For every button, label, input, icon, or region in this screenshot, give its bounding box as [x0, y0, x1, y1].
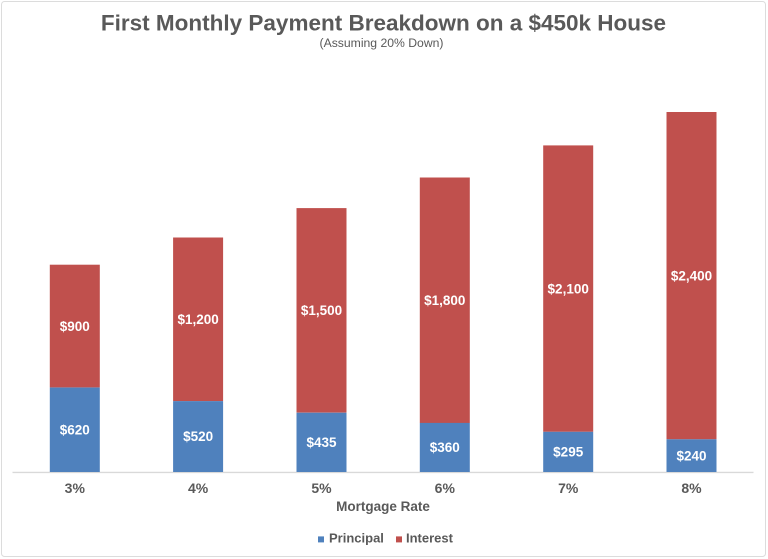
svg-text:$435: $435	[306, 435, 337, 450]
svg-text:(Assuming 20% Down): (Assuming 20% Down)	[320, 36, 444, 50]
svg-text:$360: $360	[430, 440, 460, 455]
svg-text:$295: $295	[553, 445, 584, 460]
svg-text:6%: 6%	[435, 480, 456, 496]
svg-text:$1,800: $1,800	[424, 293, 465, 308]
svg-text:Principal: Principal	[329, 531, 384, 546]
svg-text:$1,200: $1,200	[177, 312, 218, 327]
svg-text:8%: 8%	[681, 480, 702, 496]
svg-text:3%: 3%	[65, 480, 86, 496]
svg-text:Mortgage Rate: Mortgage Rate	[336, 499, 430, 514]
svg-text:$900: $900	[60, 319, 90, 334]
svg-text:$620: $620	[60, 422, 90, 437]
svg-text:$1,500: $1,500	[301, 303, 342, 318]
svg-text:4%: 4%	[188, 480, 209, 496]
svg-text:Interest: Interest	[406, 531, 454, 546]
svg-text:First Monthly Payment Breakdow: First Monthly Payment Breakdown on a $45…	[101, 10, 666, 35]
svg-text:$240: $240	[676, 448, 706, 463]
svg-text:$2,100: $2,100	[548, 281, 589, 296]
svg-text:$520: $520	[183, 429, 213, 444]
svg-text:7%: 7%	[558, 480, 579, 496]
svg-text:$2,400: $2,400	[671, 268, 712, 283]
svg-text:5%: 5%	[311, 480, 332, 496]
